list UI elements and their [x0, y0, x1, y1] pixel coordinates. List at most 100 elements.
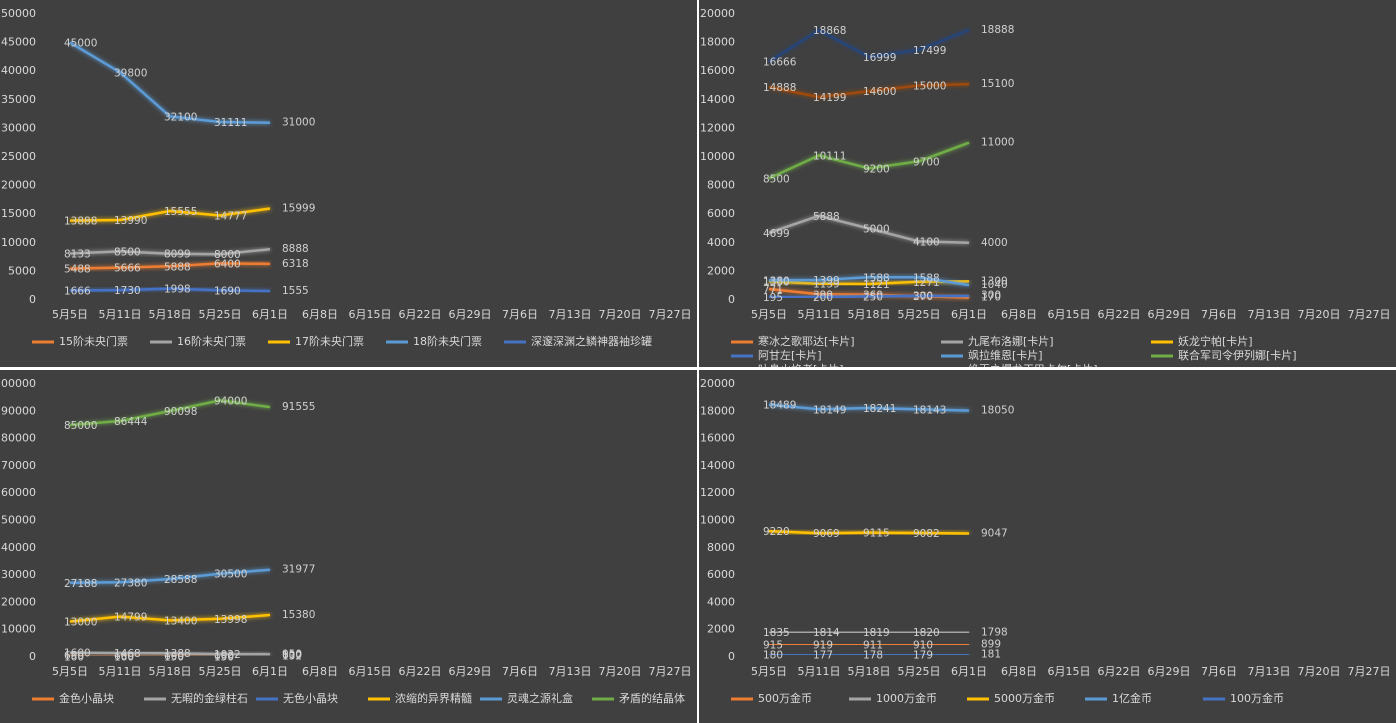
data-label: 915	[763, 640, 783, 652]
series-line	[69, 247, 271, 256]
data-label: 1139	[813, 279, 840, 291]
data-label: 1399	[813, 275, 840, 287]
data-label: 8000	[214, 249, 241, 261]
y-tick-label: 40000	[1, 64, 36, 77]
data-label: 4000	[981, 237, 1008, 249]
data-label: 8133	[64, 248, 91, 260]
y-tick-label: 4000	[707, 236, 735, 249]
data-label: 18050	[981, 405, 1014, 417]
x-tick-label: 5月5日	[52, 665, 88, 678]
x-tick-label: 7月27日	[649, 665, 692, 678]
data-label: 899	[981, 639, 1001, 651]
x-tick-label: 6月15日	[1048, 665, 1091, 678]
data-label: 30500	[214, 569, 247, 581]
data-label: 600	[282, 649, 302, 661]
data-label: 91555	[282, 401, 315, 413]
x-tick-label: 5月25日	[199, 665, 242, 678]
data-label: 14199	[813, 92, 846, 104]
data-label: 1820	[913, 627, 940, 639]
x-tick-label: 7月6日	[1201, 665, 1237, 678]
y-tick-label: 18000	[700, 404, 735, 417]
x-tick-label: 6月15日	[1048, 308, 1091, 321]
data-label: 9220	[763, 526, 790, 538]
y-tick-label: 16000	[700, 64, 735, 77]
data-label: 39800	[114, 67, 147, 79]
x-tick-label: 7月6日	[502, 665, 538, 678]
data-label: 1798	[981, 626, 1008, 638]
series-line	[768, 280, 970, 286]
data-label: 1022	[214, 649, 241, 661]
data-label: 1555	[282, 285, 309, 297]
x-tick-label: 6月1日	[951, 308, 987, 321]
legend-label: 17阶未央门票	[295, 334, 364, 348]
legend-label: 18阶未央门票	[413, 334, 482, 348]
x-tick-label: 5月18日	[848, 308, 891, 321]
x-tick-label: 5月25日	[898, 665, 941, 678]
y-tick-label: 30000	[1, 568, 36, 581]
data-label: 1666	[64, 285, 91, 297]
data-label: 300	[981, 290, 1001, 302]
data-label: 9700	[913, 156, 940, 168]
chart-panel: 0 10000 20000 30000 40000 50000 60000 70000 8000…	[0, 370, 697, 723]
x-tick-label: 5月18日	[149, 665, 192, 678]
y-tick-label: 30000	[1, 121, 36, 134]
data-label: 160	[114, 652, 134, 664]
data-label: 17499	[913, 45, 946, 57]
series-line	[768, 82, 970, 99]
legend-label: 100万金币	[1230, 691, 1284, 705]
data-label: 31000	[282, 117, 315, 129]
data-label: 132	[282, 651, 302, 663]
series-line	[768, 28, 970, 63]
legend-label: 500万金币	[758, 691, 812, 705]
x-tick-label: 7月20日	[599, 308, 642, 321]
data-label: 1730	[114, 285, 141, 297]
data-label: 950	[282, 648, 302, 660]
data-label: 5000	[863, 224, 890, 236]
y-tick-label: 10000	[1, 236, 36, 249]
y-tick-label: 0	[728, 650, 735, 663]
data-label: 45000	[64, 38, 97, 50]
data-label: 8500	[114, 246, 141, 258]
x-tick-label: 6月8日	[1001, 308, 1037, 321]
series-line	[69, 207, 271, 222]
legend-label: 15阶未央门票	[59, 334, 128, 348]
y-tick-label: 14000	[700, 459, 735, 472]
data-label: 13998	[214, 614, 247, 626]
y-tick-label: 8000	[707, 541, 735, 554]
x-tick-label: 5月5日	[751, 308, 787, 321]
x-tick-label: 7月13日	[1248, 665, 1291, 678]
data-label: 14600	[863, 86, 896, 98]
data-label: 11000	[981, 137, 1014, 149]
legend-label: 浓缩的异界精髓	[395, 691, 472, 705]
x-tick-label: 7月27日	[1348, 665, 1391, 678]
x-tick-label: 6月29日	[449, 308, 492, 321]
data-label: 1835	[763, 627, 790, 639]
x-tick-label: 6月8日	[302, 665, 338, 678]
x-tick-label: 7月13日	[549, 308, 592, 321]
y-tick-label: 18000	[700, 36, 735, 49]
x-tick-label: 7月27日	[649, 308, 692, 321]
x-tick-label: 5月18日	[848, 665, 891, 678]
legend-label: 16阶未央门票	[177, 334, 246, 348]
data-label: 28588	[164, 574, 197, 586]
data-label: 14777	[214, 210, 247, 222]
data-label: 9069	[813, 528, 840, 540]
x-tick-label: 5月5日	[751, 665, 787, 678]
data-label: 4699	[763, 228, 790, 240]
y-tick-label: 90000	[1, 404, 36, 417]
legend-label: 绝灭之爆龙王巴卡尔[卡片]	[968, 362, 1098, 367]
data-label: 14799	[114, 612, 147, 624]
data-label: 15000	[913, 81, 946, 93]
x-tick-label: 6月15日	[349, 665, 392, 678]
data-label: 18149	[813, 404, 846, 416]
series-line	[768, 529, 970, 535]
series-line	[69, 41, 271, 124]
x-tick-label: 6月29日	[1148, 665, 1191, 678]
series-line	[768, 214, 970, 245]
data-label: 9082	[913, 528, 940, 540]
data-label: 6318	[282, 258, 309, 270]
y-tick-label: 0	[29, 650, 36, 663]
data-label: 910	[913, 640, 933, 652]
x-tick-label: 5月11日	[99, 308, 142, 321]
